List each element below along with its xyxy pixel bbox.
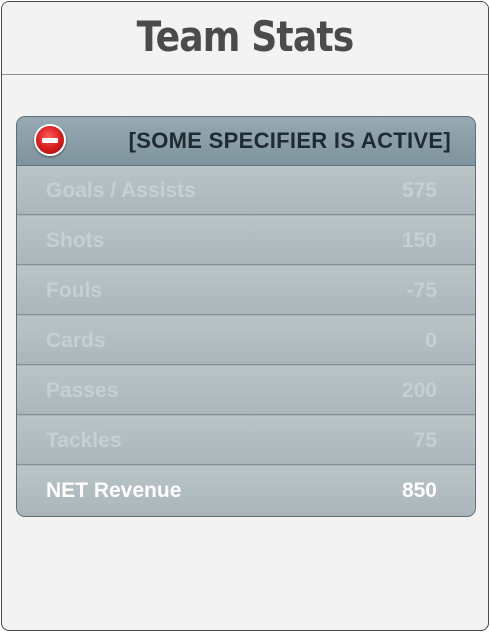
remove-icon[interactable] [34,124,66,156]
total-value: 850 [401,479,437,502]
stat-row-passes[interactable]: Passes 200 [17,366,475,415]
stat-label: Shots [46,229,105,252]
stat-label: Passes [46,379,119,402]
remove-icon-bar [42,138,58,143]
panel-title: [SOME SPECIFIER IS ACTIVE] [128,128,451,153]
stat-value: -75 [406,279,437,302]
stat-row-net-revenue[interactable]: NET Revenue 850 [17,466,475,515]
stat-value: 150 [401,229,437,252]
stat-row-fouls[interactable]: Fouls -75 [17,266,475,315]
stat-row-tackles[interactable]: Tackles 75 [17,416,475,465]
stat-label: Tackles [46,429,122,452]
stat-label: Goals / Assists [46,179,196,202]
stat-label: Cards [46,329,106,352]
page-title: Team Stats [136,11,355,61]
stat-value: 575 [401,179,437,202]
stat-value: 75 [413,429,437,452]
stat-value: 0 [425,329,437,352]
total-label: NET Revenue [46,479,182,502]
stat-value: 200 [401,379,437,402]
header: Team Stats [2,2,488,75]
stat-row-shots[interactable]: Shots 150 [17,216,475,265]
stats-panel: [SOME SPECIFIER IS ACTIVE] Goals / Assis… [16,116,476,517]
stat-row-cards[interactable]: Cards 0 [17,316,475,365]
panel-header: [SOME SPECIFIER IS ACTIVE] [17,117,475,166]
stat-row-goals-assists[interactable]: Goals / Assists 575 [17,166,475,215]
stat-label: Fouls [46,279,102,302]
